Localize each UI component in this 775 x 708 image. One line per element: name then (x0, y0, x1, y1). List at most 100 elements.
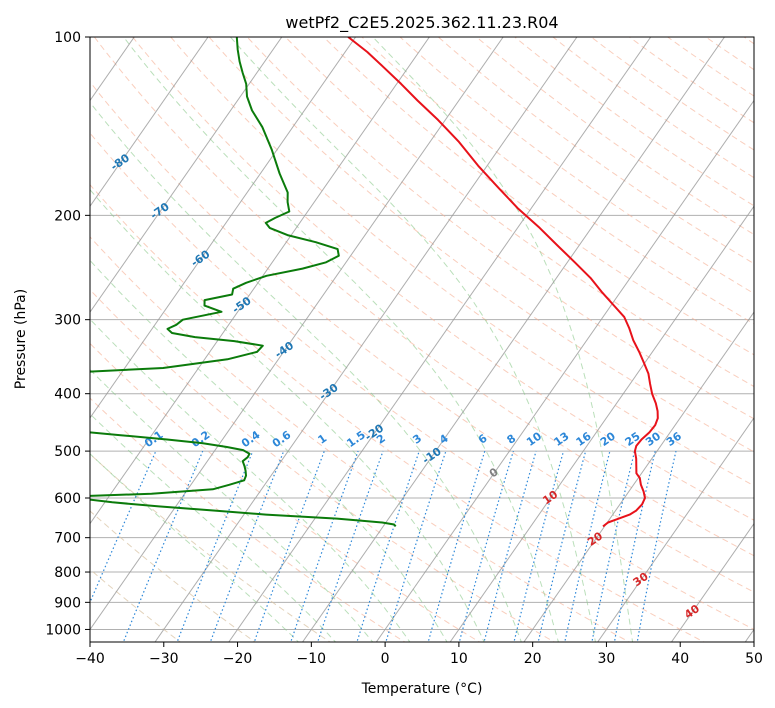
dry-adiabat (666, 37, 754, 97)
y-tick-label: 400 (54, 387, 81, 403)
mixing-ratio-line (513, 450, 565, 642)
mixing-ratio-label: 10 (524, 429, 544, 449)
y-tick-label: 300 (54, 313, 81, 329)
mixing-ratio-label: 0.2 (189, 428, 212, 450)
dry-adiabat (90, 453, 331, 642)
isotherm-label: -30 (317, 381, 341, 403)
mixing-ratio-label: 1 (315, 432, 329, 447)
isotherm-line (523, 311, 754, 642)
y-tick-label: 100 (54, 30, 81, 46)
y-tick-label: 500 (54, 444, 81, 460)
y-tick-label: 700 (54, 531, 81, 547)
isotherm-label: -90 (68, 103, 92, 125)
y-axis-ticks: 100 200 300 400 500 600 700 800 900 1000 (45, 30, 90, 638)
dry-adiabat (170, 37, 754, 487)
dry-adiabat (322, 37, 754, 356)
isotherm-label: 20 (585, 529, 605, 549)
x-tick-label: 10 (450, 651, 468, 667)
plot-background: -100-90-80-70-60-50-40-30-20-10010203040… (0, 24, 775, 645)
y-tick-label: 800 (54, 565, 81, 581)
moist-adiabat (90, 318, 411, 642)
x-tick-label: −40 (75, 651, 105, 667)
isotherm-line (670, 522, 754, 642)
dry-adiabat (90, 236, 631, 642)
mixing-ratio-line (564, 450, 611, 642)
mixing-ratio-label: 36 (664, 429, 684, 449)
x-tick-label: 30 (598, 651, 616, 667)
mixing-ratio-label: 25 (623, 429, 643, 448)
moist-adiabat (90, 453, 300, 642)
mixing-ratio-line (427, 450, 486, 642)
mixing-ratio-line (90, 450, 157, 604)
mixing-ratio-label: 4 (437, 432, 451, 447)
mixing-ratio-label: 8 (504, 432, 518, 447)
dry-adiabat (743, 37, 754, 45)
mixing-ratio-line (483, 450, 537, 642)
dry-adiabat (513, 37, 754, 207)
dry-adiabat (246, 37, 754, 420)
isotherm-label: -80 (108, 151, 132, 173)
dry-adiabat (90, 81, 754, 593)
x-tick-label: −10 (297, 651, 327, 667)
isotherm-label: 0 (487, 465, 501, 480)
mixing-ratio-line (317, 450, 384, 642)
isotherm-line (90, 37, 504, 631)
dry-adiabat (769, 28, 775, 644)
x-tick-label: 0 (381, 651, 390, 667)
x-tick-label: −20 (223, 651, 253, 667)
sounding-series (90, 37, 659, 528)
mixing-ratio-line (537, 450, 587, 642)
isotherm-line (154, 37, 578, 642)
mixing-ratio-label: 3 (410, 432, 424, 447)
isotherm-line (597, 416, 754, 642)
moist-adiabat (90, 368, 374, 642)
isotherm-line (449, 205, 754, 642)
mixing-ratio-line (385, 450, 447, 642)
isotherm-line (301, 37, 726, 642)
isotherm-label: 10 (540, 488, 560, 508)
mixing-ratio-line (253, 450, 325, 642)
moist-adiabats (90, 37, 634, 642)
x-tick-label: −30 (149, 651, 179, 667)
mixing-ratio-label: 13 (551, 430, 571, 449)
isotherm-line (0, 24, 70, 645)
x-tick-label: 50 (745, 651, 763, 667)
dry-adiabat (208, 37, 754, 453)
dry-adiabat (437, 37, 754, 265)
mixing-ratio-label: 0.4 (239, 428, 263, 450)
x-axis-label: Temperature (°C) (361, 681, 483, 697)
y-axis-label: Pressure (hPa) (13, 289, 29, 389)
dry-adiabat (131, 37, 754, 521)
x-axis-ticks: −40 −30 −20 −10 0 10 20 30 40 50 (75, 642, 763, 667)
dry-adiabat (90, 510, 256, 642)
moist-adiabat (372, 37, 634, 642)
moist-adiabat (230, 37, 597, 642)
dry-adiabat (90, 289, 556, 642)
mixing-ratio-line (209, 450, 285, 642)
dewpoint-line (90, 37, 397, 528)
dry-adiabat (93, 37, 754, 557)
x-tick-label: 40 (671, 651, 689, 667)
isotherm-label: -40 (272, 339, 296, 361)
moist-adiabat (123, 37, 559, 642)
dry-adiabats (90, 28, 775, 644)
mixing-ratio-line (636, 450, 677, 642)
plot-frame (89, 36, 755, 643)
dry-adiabat (90, 397, 406, 642)
dry-adiabat (628, 37, 754, 124)
chart-title: wetPf2_C2E5.2025.362.11.23.R04 (285, 13, 558, 33)
isotherm-line (90, 37, 357, 419)
mixing-ratio-label: 16 (574, 429, 594, 449)
mixing-ratio-line (176, 450, 254, 642)
y-tick-label: 900 (54, 595, 81, 611)
y-tick-label: 200 (54, 208, 81, 224)
isotherm-label: -10 (420, 445, 444, 467)
mixing-ratio-lines (90, 450, 677, 642)
mixing-ratio-label: 6 (476, 432, 490, 447)
isotherm-label: -70 (148, 200, 172, 222)
mixing-ratio-label: 0.6 (270, 428, 294, 450)
mixing-ratio-line (122, 450, 204, 642)
isotherm-label: -50 (230, 294, 254, 316)
